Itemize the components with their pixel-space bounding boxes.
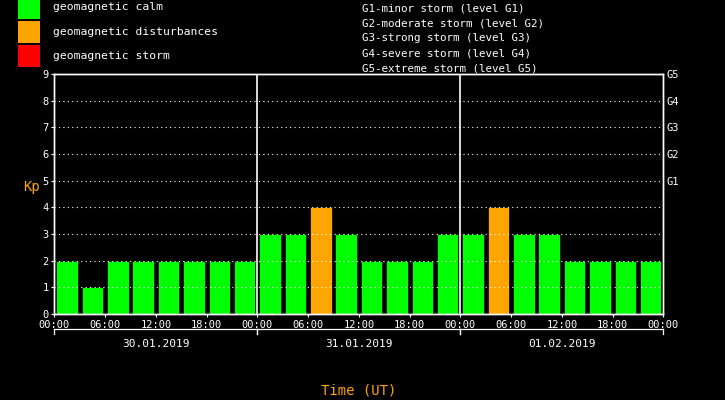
Bar bbox=[640, 261, 661, 314]
Text: geomagnetic disturbances: geomagnetic disturbances bbox=[53, 27, 218, 37]
Bar bbox=[336, 234, 357, 314]
Bar bbox=[183, 261, 204, 314]
Text: G4-severe storm (level G4): G4-severe storm (level G4) bbox=[362, 48, 531, 58]
Bar bbox=[463, 234, 484, 314]
Bar bbox=[57, 261, 78, 314]
Bar bbox=[209, 261, 230, 314]
Bar bbox=[437, 234, 458, 314]
Bar bbox=[158, 261, 179, 314]
Text: G3-strong storm (level G3): G3-strong storm (level G3) bbox=[362, 34, 531, 44]
Bar bbox=[539, 234, 560, 314]
Text: G2-moderate storm (level G2): G2-moderate storm (level G2) bbox=[362, 19, 544, 29]
Bar bbox=[589, 261, 610, 314]
Text: G1-minor storm (level G1): G1-minor storm (level G1) bbox=[362, 4, 525, 14]
Bar bbox=[82, 287, 103, 314]
Text: 31.01.2019: 31.01.2019 bbox=[325, 339, 393, 349]
Bar bbox=[361, 261, 382, 314]
Text: G5-extreme storm (level G5): G5-extreme storm (level G5) bbox=[362, 63, 538, 73]
Bar bbox=[260, 234, 281, 314]
Bar bbox=[285, 234, 306, 314]
Bar bbox=[386, 261, 407, 314]
Bar bbox=[310, 207, 331, 314]
Bar bbox=[18, 21, 40, 43]
Text: geomagnetic calm: geomagnetic calm bbox=[53, 2, 163, 12]
Bar bbox=[513, 234, 534, 314]
Bar bbox=[18, 0, 40, 18]
Bar bbox=[488, 207, 509, 314]
Text: 30.01.2019: 30.01.2019 bbox=[122, 339, 190, 349]
Bar bbox=[564, 261, 585, 314]
Text: geomagnetic storm: geomagnetic storm bbox=[53, 51, 170, 61]
Y-axis label: Kp: Kp bbox=[23, 180, 40, 194]
Bar bbox=[18, 45, 40, 67]
Text: 01.02.2019: 01.02.2019 bbox=[528, 339, 596, 349]
Text: Time (UT): Time (UT) bbox=[321, 384, 397, 398]
Bar bbox=[234, 261, 255, 314]
Bar bbox=[107, 261, 128, 314]
Bar bbox=[615, 261, 636, 314]
Bar bbox=[133, 261, 154, 314]
Bar bbox=[412, 261, 433, 314]
